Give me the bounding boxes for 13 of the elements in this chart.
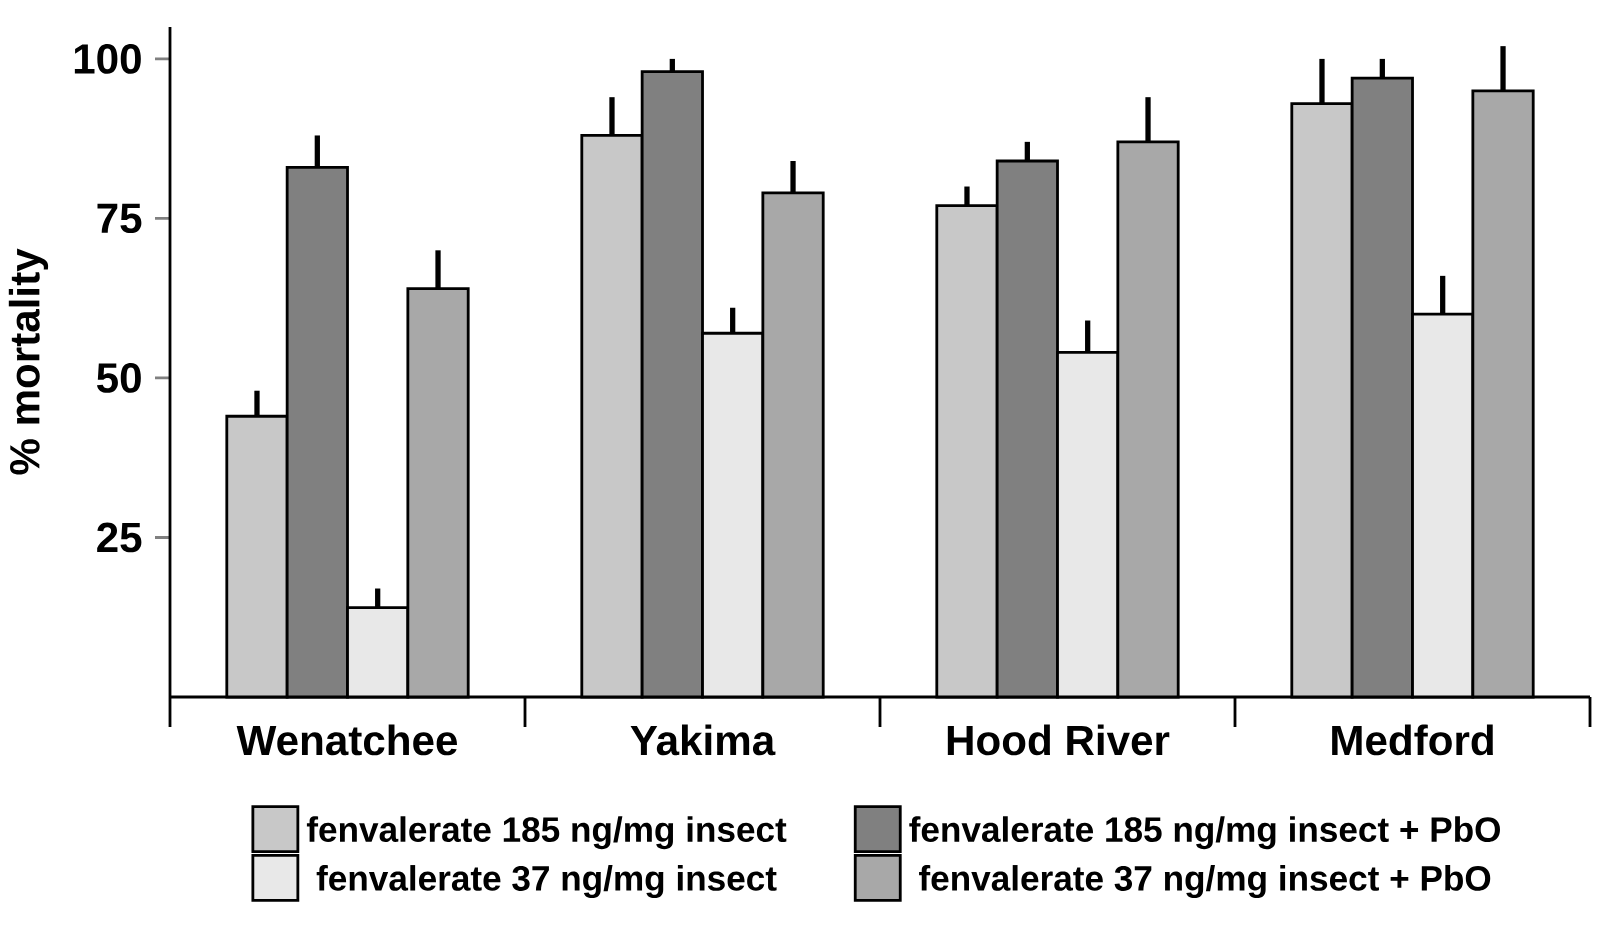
- y-tick-label: 25: [97, 522, 142, 553]
- y-axis-title: % mortality: [8, 248, 49, 475]
- legend-label: fenvalerate 185 ng/mg insect + PbO: [909, 816, 1500, 850]
- x-tick-label: Medford: [1332, 724, 1493, 756]
- y-tick-label: 75: [97, 203, 142, 234]
- y-tick-label: 50: [97, 363, 141, 393]
- x-tick-label: Hood River: [947, 724, 1170, 756]
- x-tick-label: Yakima: [630, 724, 776, 756]
- legend-label: fenvalerate 37 ng/mg insect: [316, 865, 777, 898]
- x-tick-label: Wenatchee: [236, 724, 457, 756]
- legend-label: fenvalerate 185 ng/mg insect: [306, 816, 787, 850]
- y-tick-label: 100: [74, 43, 141, 74]
- legend-label: fenvalerate 37 ng/mg insect + PbO: [919, 865, 1491, 898]
